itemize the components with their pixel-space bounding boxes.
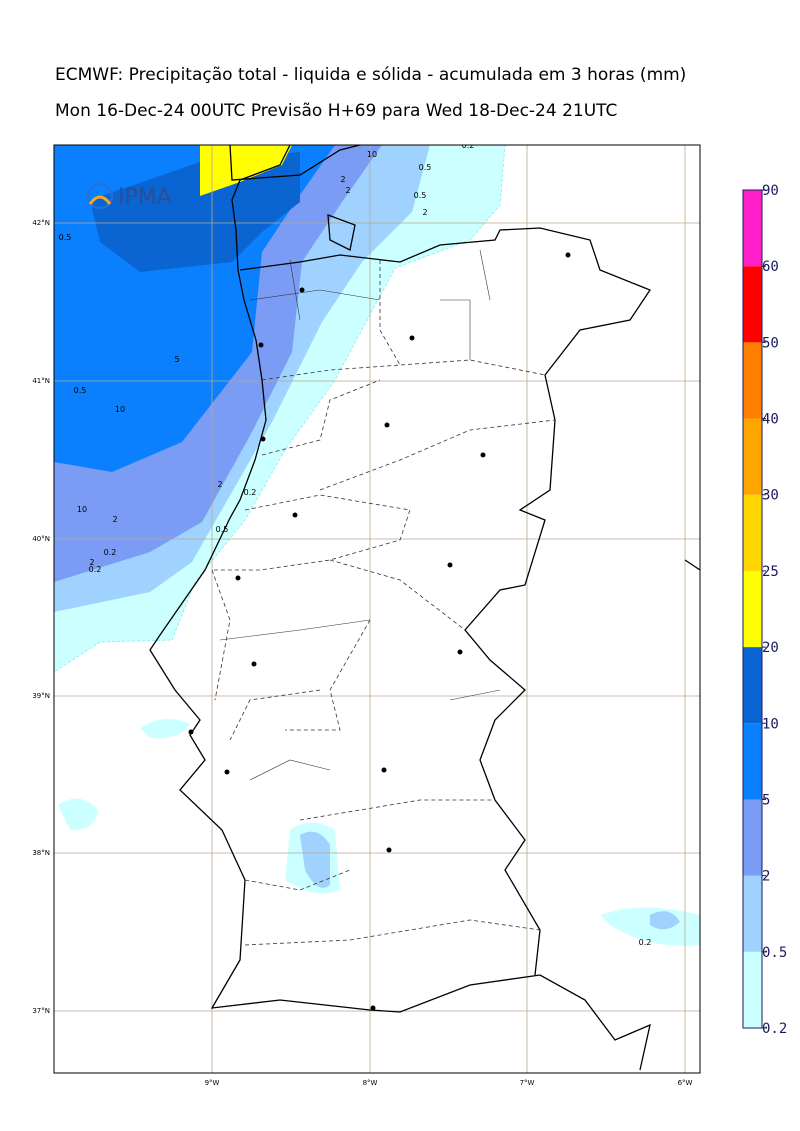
- title: ECMWF: Precipitação total - liquida e só…: [55, 65, 686, 85]
- lat-label: 40°N: [32, 535, 50, 543]
- contour-label: 0.2: [639, 938, 652, 947]
- map-frame: [53, 144, 701, 1074]
- logo-icon: [88, 195, 112, 205]
- colorbar-label: 0.2: [762, 1021, 787, 1037]
- contour-label: 0.5: [59, 233, 72, 242]
- contour-label: 0.5: [216, 525, 229, 534]
- contour-label: 0.2: [244, 488, 257, 497]
- city-dot: [251, 661, 257, 667]
- colorbar-label: 30: [762, 488, 779, 504]
- colorbar-segment: [743, 723, 762, 800]
- city-dot: [299, 287, 305, 293]
- contour-label: 0.5: [414, 191, 427, 200]
- contour-label: 10: [77, 505, 87, 514]
- colorbar-frame: [742, 189, 763, 1029]
- border: [239, 227, 651, 976]
- colorbar-segment: [743, 418, 762, 495]
- contour-label: 2: [422, 208, 427, 217]
- lon-label: 6°W: [678, 1079, 693, 1087]
- colorbar-label: 0.5: [762, 945, 787, 961]
- lat-label: 42°N: [32, 219, 50, 227]
- city-dot: [370, 1005, 376, 1011]
- colorbar-label: 10: [762, 716, 779, 732]
- lat-label: 39°N: [32, 692, 50, 700]
- spain-coast: [229, 145, 700, 571]
- lat-label: 41°N: [32, 377, 50, 385]
- colorbar-segment: [743, 190, 762, 267]
- contour-label: 0.2: [104, 548, 117, 557]
- contour-label: 2: [217, 480, 222, 489]
- city-dot: [447, 562, 453, 568]
- logo: IPMA: [118, 185, 172, 210]
- colorbar-label: 50: [762, 335, 779, 351]
- subtitle: Mon 16-Dec-24 00UTC Previsão H+69 para W…: [55, 101, 617, 121]
- contour-label: 2: [345, 186, 350, 195]
- colorbar-label: 60: [762, 259, 779, 275]
- city-dot: [235, 575, 241, 581]
- city-dot: [384, 422, 390, 428]
- colorbar-segment: [743, 647, 762, 724]
- city-dot: [480, 452, 486, 458]
- contour-label: 10: [115, 405, 125, 414]
- lon-label: 8°W: [363, 1079, 378, 1087]
- contour-label: 10: [367, 150, 377, 159]
- colorbar-label: 90: [762, 183, 779, 199]
- colorbar-label: 2: [762, 869, 770, 885]
- city-dot: [381, 767, 387, 773]
- contour-label: 2: [112, 515, 117, 524]
- city-dot: [188, 729, 194, 735]
- city-dot: [258, 342, 264, 348]
- contour-label: 0.2: [462, 141, 475, 150]
- city-dot: [224, 769, 230, 775]
- map: 100.520.220.50.5510221020.50.20.20.20.52…: [54, 141, 700, 1073]
- contour-label: 5: [174, 355, 179, 364]
- colorbar-segment: [743, 266, 762, 343]
- city-dot: [565, 252, 571, 258]
- city-dot: [409, 335, 415, 341]
- precip-areas: [54, 145, 700, 946]
- colorbar-segment: [743, 799, 762, 876]
- municipal-borders: [219, 249, 501, 781]
- logo-icon: [87, 183, 113, 209]
- lon-label: 9°W: [205, 1079, 220, 1087]
- colorbar-segment: [743, 951, 762, 1028]
- lat-label: 37°N: [32, 1007, 50, 1015]
- colorbar-segment: [743, 494, 762, 571]
- coastline: [149, 145, 651, 1071]
- colorbar-segment: [743, 342, 762, 419]
- lon-label: 7°W: [520, 1079, 535, 1087]
- colorbar-label: 40: [762, 412, 779, 428]
- contour-label: 0.2: [89, 565, 102, 574]
- district-borders: [211, 260, 556, 946]
- contour-label: 2: [340, 175, 345, 184]
- city-dot: [457, 649, 463, 655]
- colorbar-segment: [743, 875, 762, 952]
- city-dot: [292, 512, 298, 518]
- colorbar-label: 5: [762, 792, 770, 808]
- district-capitals: [188, 252, 571, 1011]
- colorbar-segment: [743, 570, 762, 648]
- contour-label: 0.5: [419, 163, 432, 172]
- city-dot: [260, 436, 266, 442]
- city-dot: [386, 847, 392, 853]
- contour-label: 0.5: [74, 386, 87, 395]
- contour-labels: 100.520.220.50.5510221020.50.20.20.20.52…: [59, 141, 652, 947]
- contour-label: 2: [89, 558, 94, 567]
- lat-label: 38°N: [32, 849, 50, 857]
- colorbar-label: 25: [762, 564, 779, 580]
- coordinate-labels: 42°N 41°N 40°N 39°N 38°N 37°N 9°W 8°W 7°W 6°W: [32, 219, 692, 1087]
- colorbar-label: 20: [762, 640, 779, 656]
